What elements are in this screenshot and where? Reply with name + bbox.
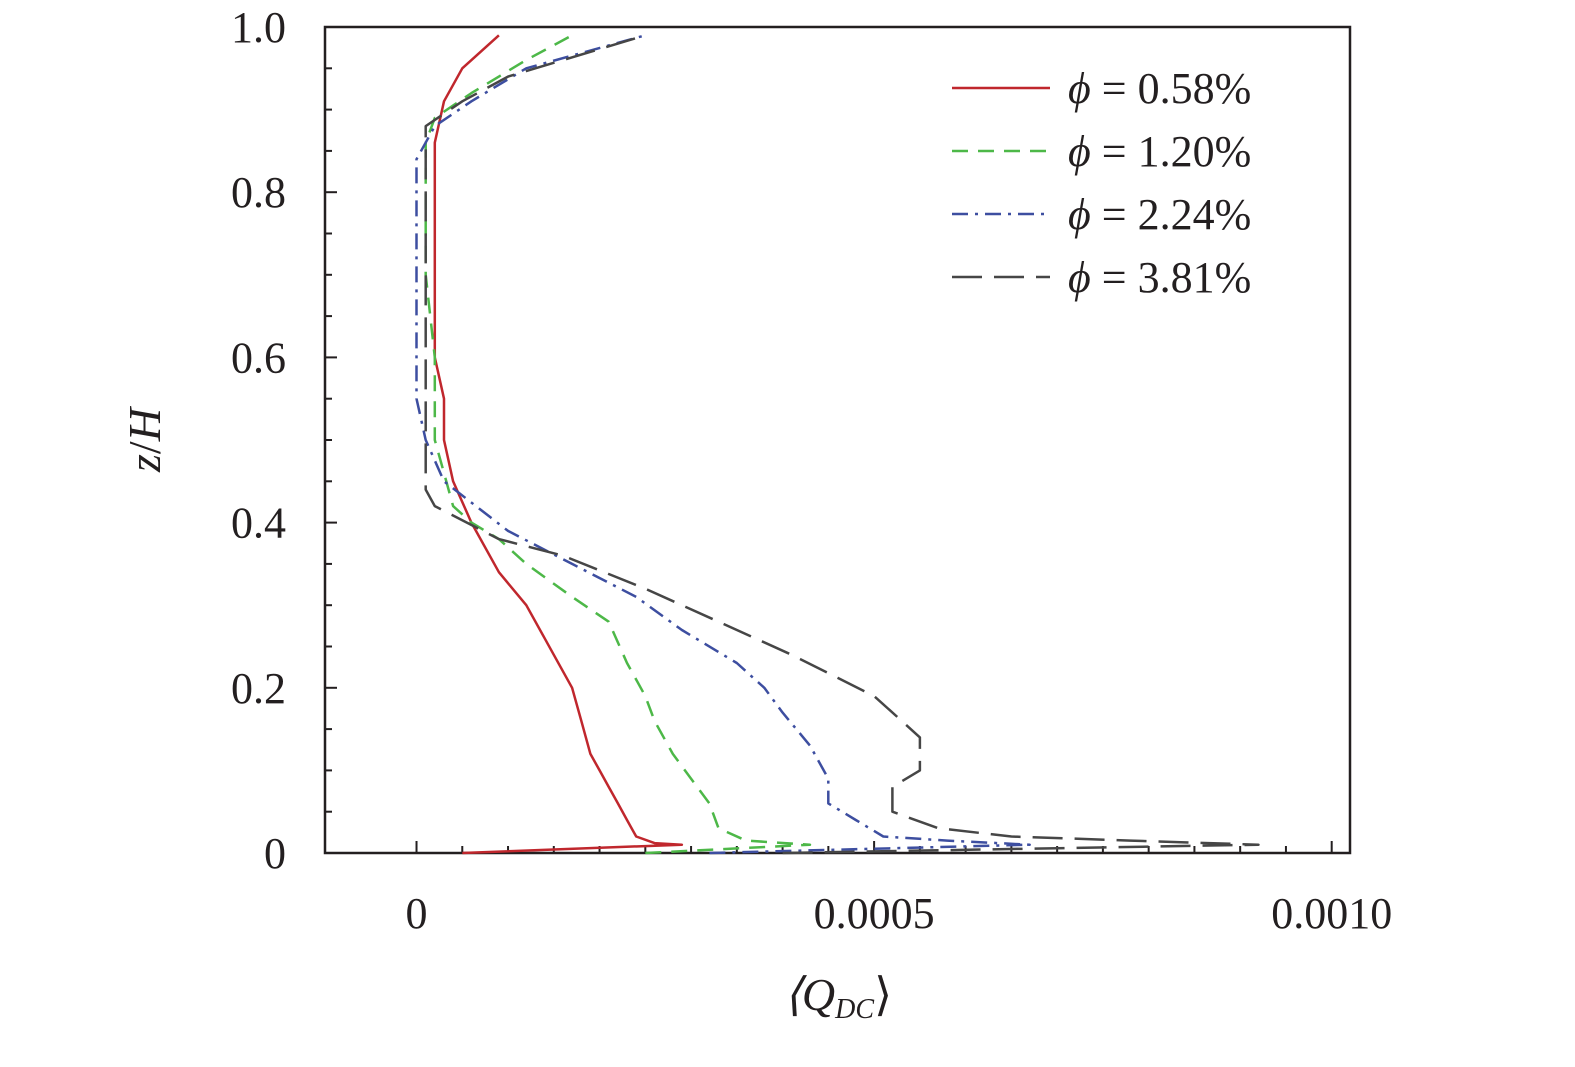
- minor-ticks: [325, 26, 1333, 854]
- y-axis-title-h: H: [119, 405, 170, 442]
- legend-label-1: ϕ = 0.58%: [1068, 64, 1251, 113]
- x-tick-label: 0.0005: [814, 889, 935, 938]
- y-tick-label: 0: [264, 829, 286, 878]
- legend-label-2: ϕ = 1.20%: [1068, 127, 1251, 176]
- y-axis-title: z/H: [119, 405, 170, 473]
- y-tick-label: 0.8: [231, 168, 286, 217]
- y-axis-title-z: z: [119, 454, 170, 473]
- series-line-2: [424, 34, 812, 855]
- series-line-1: [433, 34, 684, 855]
- x-tick-label: 0.0010: [1271, 889, 1392, 938]
- x-axis-title: ⟨QDC⟩: [784, 969, 892, 1025]
- x-axis-title-close: ⟩: [874, 969, 892, 1020]
- y-axis-title-slash: /: [119, 441, 170, 454]
- legend: ϕ = 0.58% ϕ = 1.20% ϕ = 2.24% ϕ = 3.81%: [952, 64, 1251, 302]
- y-tick-label: 0.6: [231, 333, 286, 382]
- y-tick-labels: 0 0.2 0.4 0.6 0.8 1.0: [231, 3, 286, 878]
- legend-label-4: ϕ = 3.81%: [1068, 253, 1251, 302]
- x-axis-title-main: ⟨Q: [784, 969, 835, 1020]
- series-lines: [415, 34, 1260, 855]
- x-axis-title-sub: DC: [834, 994, 874, 1025]
- y-tick-label: 1.0: [231, 3, 286, 52]
- x-tick-labels: 0 0.0005 0.0010: [406, 889, 1393, 938]
- series-line-3: [415, 34, 1031, 855]
- y-tick-label: 0.2: [231, 664, 286, 713]
- x-tick-label: 0: [406, 889, 428, 938]
- y-tick-label: 0.4: [231, 499, 286, 548]
- legend-label-3: ϕ = 2.24%: [1068, 190, 1251, 239]
- series-line-4: [424, 34, 1260, 855]
